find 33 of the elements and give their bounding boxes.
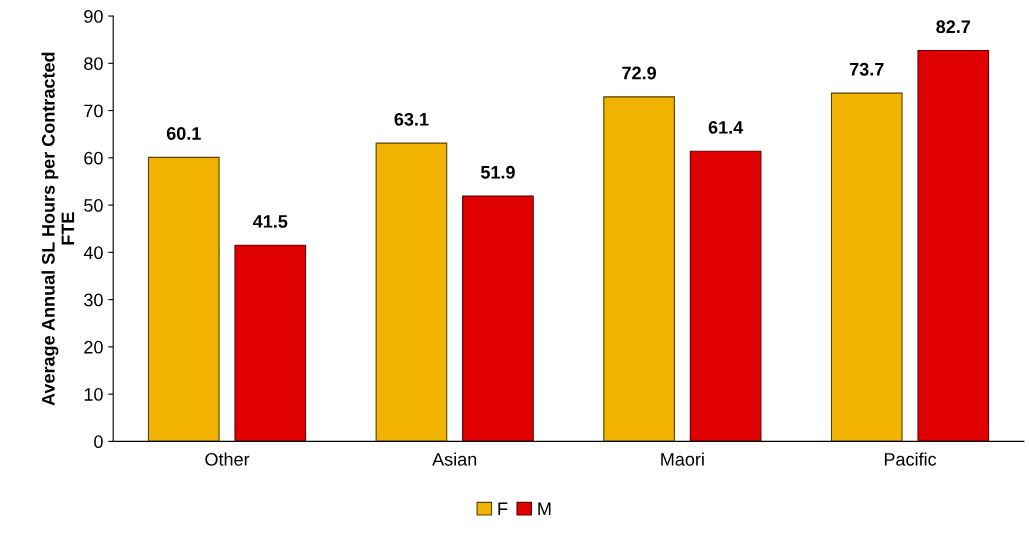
bar (147, 156, 220, 442)
legend-label: F (498, 502, 508, 515)
y-tick-label: 0 (94, 435, 103, 449)
data-label: 61.4 (708, 120, 744, 134)
y-tick-label: 30 (84, 293, 103, 307)
y-tick-label: 60 (84, 151, 103, 165)
y-axis-title: Average Annual SL Hours per Contracted FTE (41, 52, 75, 406)
y-tick-label: 90 (84, 9, 103, 23)
bar (234, 244, 307, 442)
bar (830, 92, 903, 442)
bar (375, 142, 448, 442)
data-label: 51.9 (480, 165, 515, 179)
x-tick-label: Maori (661, 452, 704, 466)
data-label: 82.7 (936, 20, 971, 34)
data-label: 72.9 (622, 66, 656, 80)
data-label: 60.1 (166, 127, 201, 140)
y-tick-label: 40 (83, 246, 103, 260)
bar (689, 150, 762, 442)
data-label: 63.1 (394, 112, 429, 126)
y-tick-label: 70 (84, 104, 103, 118)
bar (917, 49, 990, 442)
bar (462, 195, 534, 442)
x-tick-label: Other (205, 452, 250, 466)
data-label: 73.7 (849, 62, 884, 76)
data-label: 41.5 (252, 215, 288, 228)
legend-label: M (538, 502, 551, 515)
y-tick-label: 10 (84, 388, 103, 401)
y-tick-label: 80 (84, 57, 103, 71)
x-tick-label: Asian (432, 452, 477, 466)
x-tick-label: Pacific (884, 452, 937, 466)
y-tick-label: 20 (84, 340, 103, 354)
y-tick-label: 50 (84, 199, 103, 212)
bar (603, 96, 675, 442)
